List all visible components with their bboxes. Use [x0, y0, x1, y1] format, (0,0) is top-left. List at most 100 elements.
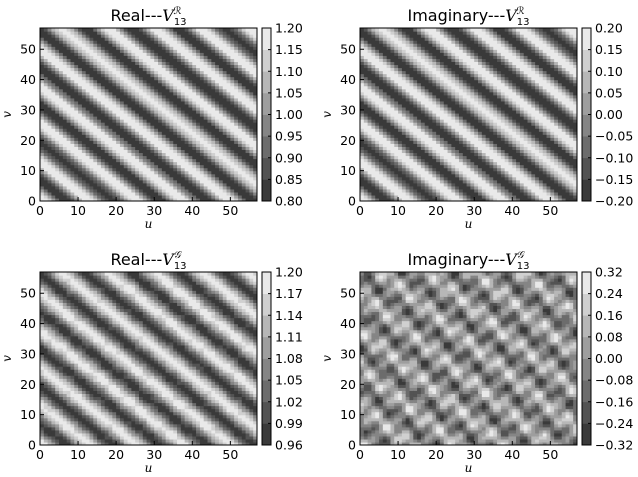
heatmap-cell — [360, 76, 365, 81]
heatmap-cell — [66, 52, 72, 56]
heatmap-cell — [436, 91, 441, 96]
heatmap-cell — [375, 158, 380, 163]
heatmap-cell — [455, 143, 460, 147]
heatmap-cell — [51, 43, 56, 47]
heatmap-cell — [207, 170, 212, 175]
heatmap-cell — [184, 134, 190, 138]
heatmap-cell — [455, 40, 460, 44]
heatmap-cell — [409, 194, 414, 199]
heatmap-cell — [123, 164, 129, 169]
heatmap-cell — [230, 103, 235, 108]
heatmap-cell — [104, 58, 110, 62]
heatmap-cell — [138, 52, 144, 56]
heatmap-cell — [439, 116, 445, 120]
heatmap-cell — [199, 82, 205, 87]
heatmap-cell — [226, 52, 231, 56]
heatmap-cell — [432, 122, 437, 126]
heatmap-cell — [59, 170, 64, 175]
heatmap-cell — [253, 194, 257, 199]
heatmap-cell — [363, 76, 369, 81]
heatmap-cell — [142, 49, 148, 53]
heatmap-cell — [93, 85, 98, 90]
heatmap-cell — [158, 188, 163, 193]
heatmap-cell — [417, 46, 422, 50]
heatmap-cell — [424, 137, 430, 141]
heatmap-cell — [398, 106, 403, 111]
heatmap-cell — [142, 64, 148, 69]
heatmap-cell — [241, 158, 247, 163]
heatmap-cell — [146, 49, 152, 53]
heatmap-cell — [165, 131, 171, 135]
heatmap-cell — [146, 97, 152, 102]
heatmap-cell — [382, 34, 388, 38]
heatmap-cell — [226, 88, 231, 93]
heatmap-cell — [360, 191, 365, 196]
heatmap-cell — [123, 182, 129, 187]
heatmap-cell — [180, 85, 186, 90]
heatmap-cell — [436, 61, 441, 66]
heatmap-cell — [249, 143, 254, 147]
heatmap-cell — [245, 28, 250, 32]
heatmap-cell — [180, 188, 186, 193]
heatmap-cell — [379, 70, 384, 75]
heatmap-cell — [93, 131, 98, 135]
heatmap-cell — [451, 112, 456, 117]
heatmap-cell — [169, 31, 174, 35]
heatmap-cell — [169, 43, 174, 47]
heatmap-cell — [40, 146, 45, 151]
heatmap-cell — [150, 43, 155, 47]
heatmap-cell — [165, 170, 171, 175]
heatmap-cell — [375, 131, 380, 135]
heatmap-cell — [375, 94, 380, 99]
heatmap-cell — [70, 70, 75, 75]
heatmap-cell — [249, 140, 254, 144]
heatmap-cell — [226, 97, 231, 102]
heatmap-cell — [85, 55, 91, 59]
heatmap-cell — [81, 40, 87, 44]
heatmap-cell — [363, 140, 369, 144]
heatmap-cell — [66, 146, 72, 151]
heatmap-cell — [100, 67, 106, 72]
heatmap-cell — [40, 131, 45, 135]
heatmap-cell — [199, 103, 205, 108]
heatmap-cell — [417, 79, 422, 84]
heatmap-cell — [436, 167, 441, 172]
heatmap-cell — [135, 58, 140, 62]
heatmap-cell — [135, 28, 140, 32]
heatmap-cell — [161, 85, 167, 90]
heatmap-cells — [360, 28, 577, 201]
heatmap-cell — [59, 79, 64, 84]
heatmap-cell — [432, 131, 437, 135]
heatmap-cell — [112, 43, 117, 47]
heatmap-cell — [428, 149, 433, 154]
heatmap-cell — [108, 49, 113, 53]
heatmap-cell — [447, 146, 452, 151]
heatmap-cell — [154, 134, 159, 138]
heatmap-cell — [104, 149, 110, 154]
heatmap-cell — [161, 109, 167, 114]
heatmap-cell — [93, 161, 98, 166]
heatmap-cell — [116, 137, 121, 141]
heatmap-cell — [360, 94, 365, 99]
heatmap-cell — [142, 134, 148, 138]
heatmap-cell — [458, 179, 464, 184]
heatmap-cell — [169, 158, 174, 163]
heatmap-cell — [432, 146, 437, 151]
heatmap-cell — [192, 106, 197, 111]
heatmap-cell — [154, 185, 159, 190]
heatmap-cell — [222, 88, 228, 93]
heatmap-cell — [74, 152, 79, 157]
heatmap-cell — [379, 167, 384, 172]
heatmap-cell — [184, 164, 190, 169]
heatmap-cell — [367, 146, 373, 151]
heatmap-cell — [245, 119, 250, 123]
heatmap-cell — [458, 176, 464, 181]
heatmap-cell — [409, 82, 414, 87]
heatmap-cell — [432, 91, 437, 96]
heatmap-cell — [74, 161, 79, 166]
heatmap-cell — [413, 119, 418, 123]
heatmap-cell — [104, 128, 110, 132]
heatmap-cell — [447, 173, 452, 178]
heatmap-cell — [432, 61, 437, 66]
heatmap-cell — [405, 37, 411, 41]
